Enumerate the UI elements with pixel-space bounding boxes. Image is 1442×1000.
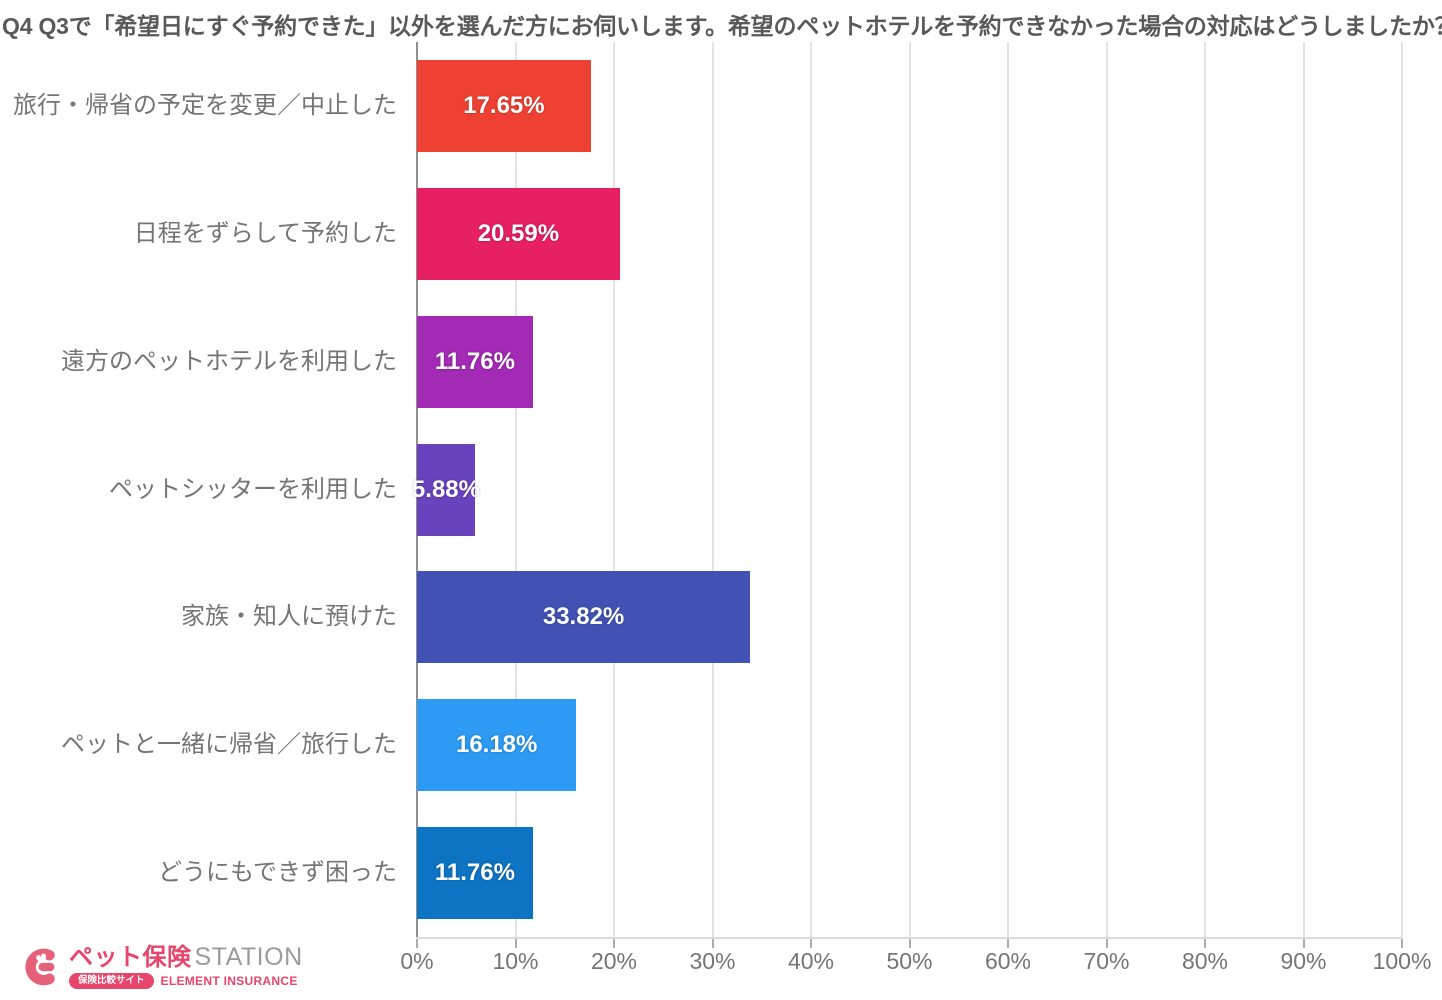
x-axis-line: [416, 937, 1403, 939]
x-axis-label: 90%: [1280, 948, 1327, 974]
category-label: 家族・知人に預けた: [181, 603, 397, 631]
bar-value-label: 33.82%: [542, 603, 625, 631]
brand-badge: 保険比較サイト: [69, 973, 154, 989]
x-axis-label: 40%: [787, 948, 835, 974]
bar: [417, 443, 475, 536]
x-axis-tick: [1105, 937, 1108, 948]
grid-line: [1105, 42, 1108, 937]
grid-line: [1302, 42, 1305, 937]
bar: [417, 187, 620, 280]
bar: [417, 699, 577, 792]
bar-value-label: 20.59%: [477, 219, 560, 247]
x-axis-label: 80%: [1181, 948, 1229, 974]
category-label: 遠方のペットホテルを利用した: [61, 347, 397, 375]
chart-title: Q4 Q3で「希望日にすぐ予約できた」以外を選んだ方にお伺いします。希望のペット…: [2, 13, 1442, 39]
grid-line: [711, 42, 714, 937]
bar: [417, 59, 591, 152]
category-label: ペットと一緒に帰省／旅行した: [61, 731, 397, 759]
x-axis-tick: [1204, 937, 1206, 948]
category-label: 日程をずらして予約した: [133, 219, 397, 247]
bar: [417, 315, 533, 408]
x-axis-label: 30%: [689, 948, 736, 974]
x-axis-tick: [810, 937, 812, 948]
bar-value-label: 5.88%: [411, 475, 480, 503]
x-axis-label: 100%: [1372, 948, 1432, 974]
x-axis-tick: [1401, 937, 1403, 948]
grid-line: [1204, 42, 1206, 937]
x-axis-tick: [416, 937, 418, 948]
x-axis-tick: [908, 937, 911, 948]
grid-line: [514, 42, 517, 937]
x-axis-tick: [711, 937, 714, 948]
bar: [417, 571, 751, 664]
brand-mark-heart-icon: [25, 948, 55, 985]
grid-line: [908, 42, 911, 937]
category-label: ペットシッターを利用した: [109, 475, 397, 503]
x-axis-tick: [1302, 937, 1305, 948]
bar-value-label: 11.76%: [434, 347, 515, 375]
brand-name-en: STATION: [194, 943, 303, 971]
bar: [417, 827, 533, 920]
x-axis-label: 0%: [400, 948, 434, 974]
bar-value-label: 17.65%: [463, 91, 545, 119]
x-axis-label: 10%: [492, 948, 539, 974]
category-label: 旅行・帰省の予定を変更／中止した: [13, 91, 397, 119]
x-axis-label: 70%: [1083, 948, 1130, 974]
x-axis-label: 60%: [984, 948, 1032, 974]
bar-value-label: 16.18%: [455, 731, 538, 759]
grid-line: [1007, 42, 1009, 937]
category-label: どうにもできず困った: [157, 859, 397, 887]
x-axis-label: 50%: [886, 948, 933, 974]
brand-text-block: ペット保険 STATION 保険比較サイト ELEMENT INSURANCE: [69, 944, 303, 989]
x-axis-tick: [613, 937, 615, 948]
x-axis-tick: [514, 937, 517, 948]
brand-logo: ペット保険 STATION 保険比較サイト ELEMENT INSURANCE: [24, 944, 303, 989]
x-axis-label: 20%: [590, 948, 638, 974]
x-axis-tick: [1007, 937, 1009, 948]
grid-line: [613, 42, 615, 937]
brand-name-jp: ペット保険: [69, 944, 192, 971]
brand-company: ELEMENT INSURANCE: [160, 974, 298, 988]
bar-value-label: 11.76%: [434, 859, 515, 887]
grid-line: [810, 42, 812, 937]
grid-line: [1401, 42, 1403, 937]
